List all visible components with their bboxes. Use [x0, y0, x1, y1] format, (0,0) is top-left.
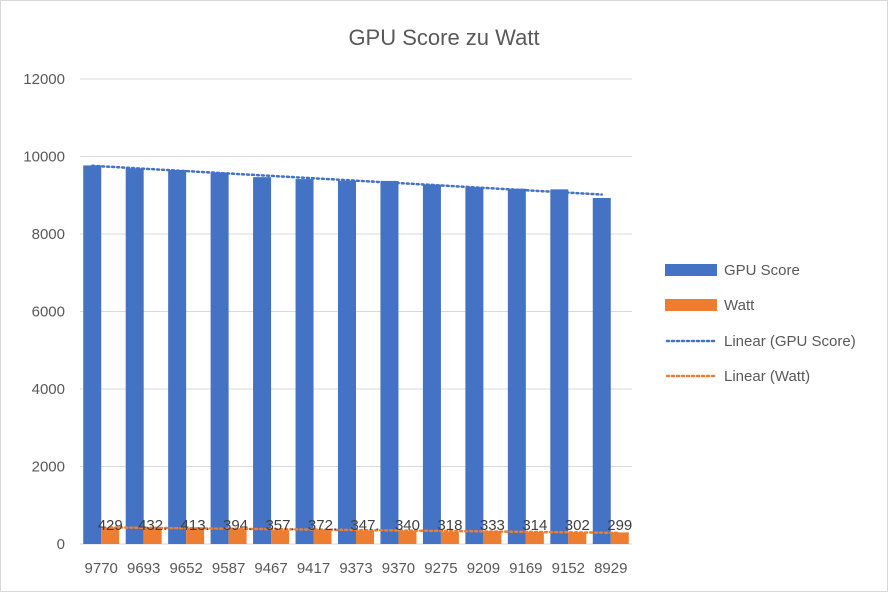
- bar-watt: [313, 529, 332, 544]
- x-tick-label: 9417: [297, 560, 330, 577]
- bar-watt: [228, 528, 247, 544]
- legend-swatch-gpu-score: [665, 264, 717, 276]
- y-axis-tick-labels: 0 2000 4000 6000 8000 10000 12000: [23, 71, 65, 553]
- bar-watt: [568, 532, 587, 544]
- x-tick-label: 9152: [552, 560, 585, 577]
- legend-label-linear-gpu-score: Linear (GPU Score): [724, 333, 856, 350]
- legend-label-gpu-score: GPU Score: [724, 262, 800, 279]
- data-label-watt: 429: [98, 517, 123, 534]
- x-tick-label: 8929: [594, 560, 627, 577]
- bar-watt: [271, 530, 290, 544]
- data-label-watt: 357.: [265, 517, 294, 534]
- bar-gpu-score: [253, 177, 272, 544]
- x-tick-label: 9373: [339, 560, 372, 577]
- y-tick-label: 10000: [23, 149, 65, 166]
- bar-layer: [83, 165, 629, 545]
- bar-watt: [525, 531, 544, 544]
- data-label-watt: 302: [565, 517, 590, 534]
- bar-gpu-score: [380, 180, 399, 544]
- data-label-watt: 432.: [138, 517, 167, 534]
- bar-gpu-score: [592, 198, 611, 544]
- data-label-watt: 340: [395, 517, 420, 534]
- y-tick-label: 0: [57, 536, 65, 553]
- data-label-watt: 372.: [308, 517, 337, 534]
- legend-swatch-watt: [665, 299, 717, 311]
- trendline-watt: [108, 526, 622, 535]
- bar-gpu-score: [295, 179, 314, 544]
- bar-watt: [398, 530, 417, 544]
- y-tick-label: 6000: [32, 304, 65, 321]
- x-axis-tick-labels: 9770 9693 9652 9587 9467 9417 9373 9370 9275 9209…: [85, 560, 628, 577]
- bar-watt: [101, 527, 120, 544]
- x-tick-label: 9652: [169, 560, 202, 577]
- x-tick-label: 9587: [212, 560, 245, 577]
- y-tick-label: 8000: [32, 226, 65, 243]
- bar-watt: [440, 531, 459, 544]
- data-label-watt: 318: [437, 517, 462, 534]
- chart-title: GPU Score zu Watt: [348, 25, 539, 50]
- bar-watt: [186, 527, 205, 544]
- bar-gpu-score: [550, 189, 569, 545]
- data-label-watt: 314: [522, 517, 547, 534]
- y-tick-label: 12000: [23, 71, 65, 88]
- y-tick-label: 2000: [32, 459, 65, 476]
- bar-watt: [483, 531, 502, 544]
- trendline-layer: [90, 164, 622, 535]
- data-label-watt: 413.: [181, 517, 210, 534]
- x-tick-label: 9275: [424, 560, 457, 577]
- bar-gpu-score: [210, 172, 229, 544]
- x-tick-label: 9467: [254, 560, 287, 577]
- legend-label-watt: Watt: [724, 297, 755, 314]
- bar-gpu-score: [125, 168, 144, 545]
- data-label-watt: 394.: [223, 517, 252, 534]
- y-tick-label: 4000: [32, 381, 65, 398]
- data-label-watt: 299: [607, 517, 632, 534]
- data-label-watt: 333: [480, 517, 505, 534]
- x-tick-label: 9693: [127, 560, 160, 577]
- bar-gpu-score: [422, 184, 441, 544]
- trendline-gpu-score: [90, 164, 604, 196]
- x-tick-label: 9370: [382, 560, 415, 577]
- bar-watt: [143, 527, 162, 544]
- x-tick-label: 9770: [85, 560, 118, 577]
- bar-gpu-score: [168, 169, 187, 545]
- legend: GPU Score Watt Linear (GPU Score) Linear (W…: [665, 262, 856, 385]
- bar-gpu-score: [83, 165, 102, 544]
- bar-gpu-score: [507, 188, 526, 545]
- x-tick-label: 9209: [467, 560, 500, 577]
- data-label-watt: 347.: [350, 517, 379, 534]
- data-label-layer: 429 432. 413. 394. 357. 372. 347. 340 318 333 314 3…: [98, 517, 633, 534]
- bar-watt: [610, 532, 629, 544]
- x-tick-label: 9169: [509, 560, 542, 577]
- bar-watt: [356, 530, 374, 544]
- bar-gpu-score: [338, 180, 356, 544]
- legend-label-linear-watt: Linear (Watt): [724, 368, 810, 385]
- bar-gpu-score: [465, 187, 484, 544]
